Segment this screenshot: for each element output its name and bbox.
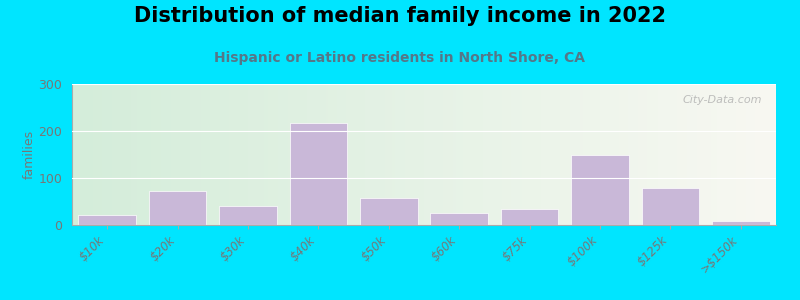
- Bar: [290, 122, 347, 225]
- Bar: [712, 221, 770, 225]
- Bar: [501, 208, 558, 225]
- Y-axis label: families: families: [22, 130, 36, 179]
- Bar: [360, 198, 418, 225]
- Bar: [219, 206, 277, 225]
- Bar: [78, 215, 136, 225]
- Text: Distribution of median family income in 2022: Distribution of median family income in …: [134, 6, 666, 26]
- Bar: [642, 188, 699, 225]
- Bar: [571, 154, 629, 225]
- Bar: [149, 191, 206, 225]
- Text: City-Data.com: City-Data.com: [682, 95, 762, 105]
- Bar: [430, 213, 488, 225]
- Text: Hispanic or Latino residents in North Shore, CA: Hispanic or Latino residents in North Sh…: [214, 51, 586, 65]
